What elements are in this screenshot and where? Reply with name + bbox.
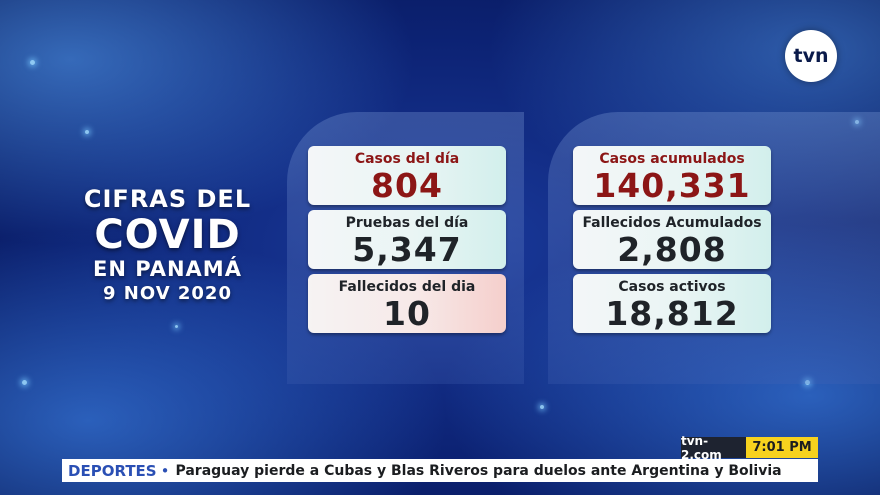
background-sparkle: [175, 325, 178, 328]
ticker-headline: Paraguay pierde a Cubas y Blas Riveros p…: [175, 462, 782, 479]
background-sparkle: [540, 405, 544, 409]
card-label: Casos del día: [354, 151, 460, 167]
background-sparkle: [85, 130, 89, 134]
card-value: 804: [371, 166, 443, 205]
title-line-1: CIFRAS DEL: [83, 185, 252, 213]
ticker-bullet: •: [160, 461, 170, 480]
card-casos-activos: Casos activos 18,812: [573, 274, 771, 333]
card-value: 10: [383, 294, 431, 333]
card-label: Fallecidos del dia: [338, 279, 476, 295]
title-line-2: COVID: [94, 212, 241, 258]
card-casos-del-dia: Casos del día 804: [308, 146, 506, 205]
site-badge: tvn-2.com: [681, 434, 746, 462]
card-value: 5,347: [352, 230, 462, 269]
card-label: Fallecidos Acumulados: [582, 215, 762, 231]
card-value: 140,331: [593, 166, 751, 205]
title-block: CIFRAS DEL COVID EN PANAMÁ 9 NOV 2020: [60, 185, 275, 307]
card-label: Casos acumulados: [599, 151, 745, 167]
title-line-3: EN PANAMÁ: [93, 257, 242, 281]
background-sparkle: [30, 60, 35, 65]
news-ticker: DEPORTES • Paraguay pierde a Cubas y Bla…: [62, 459, 818, 482]
title-date: 9 NOV 2020: [103, 283, 232, 304]
background-sparkle: [855, 120, 859, 124]
card-casos-acumulados: Casos acumulados 140,331: [573, 146, 771, 205]
background-sparkle: [805, 380, 810, 385]
time-badge: 7:01 PM: [746, 437, 818, 458]
card-fallecidos-acumulados: Fallecidos Acumulados 2,808: [573, 210, 771, 269]
card-fallecidos-del-dia: Fallecidos del dia 10: [308, 274, 506, 333]
card-label: Pruebas del día: [345, 215, 469, 231]
tvn-logo: tvn: [785, 30, 837, 82]
card-label: Casos activos: [618, 279, 726, 295]
card-pruebas-del-dia: Pruebas del día 5,347: [308, 210, 506, 269]
card-value: 18,812: [605, 294, 739, 333]
ticker-section: DEPORTES: [68, 461, 157, 480]
background-sparkle: [22, 380, 27, 385]
card-value: 2,808: [617, 230, 727, 269]
